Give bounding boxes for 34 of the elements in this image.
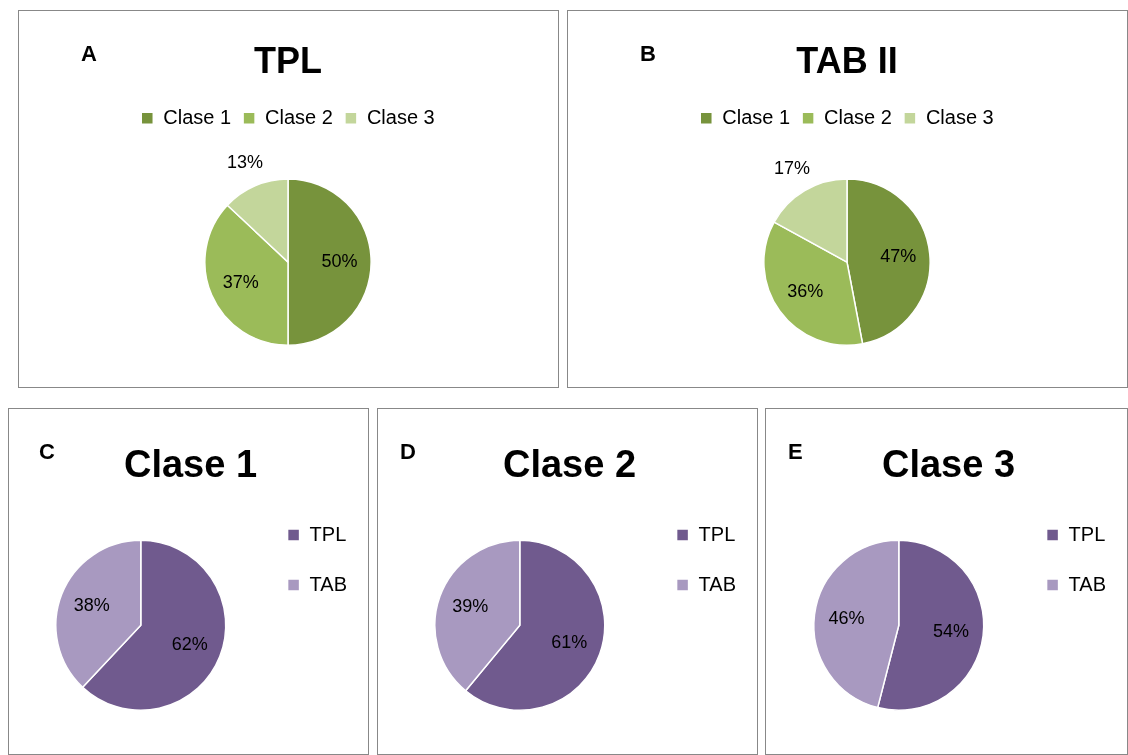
data-label: 50% [321,251,358,272]
chart-title: TAB II [796,39,898,81]
data-label: 39% [452,596,489,617]
data-label: 38% [73,594,110,615]
legend-label: Clase 1 [722,105,791,128]
legend-label: Clase 2 [824,105,892,128]
legend-label: TPL [309,522,347,545]
chart-title: Clase 1 [123,443,258,486]
legend-label: Clase 3 [925,105,994,128]
data-label: 61% [551,632,588,653]
data-label: 17% [773,158,810,179]
legend-label: TPL [698,522,736,545]
legend-label: Clase 1 [163,105,232,128]
text: D [400,439,416,465]
text: A [81,41,97,67]
legend-label: TPL [1068,522,1106,545]
data-label: 13% [227,151,264,172]
data-label: 62% [171,633,208,654]
chart-title: Clase 3 [881,443,1016,486]
text: E [788,439,803,465]
data-label: 47% [880,246,917,267]
data-label: 46% [828,607,865,628]
chart-title: Clase 2 [502,443,637,486]
legend-label: TAB [698,572,737,595]
legend-label: Clase 3 [366,105,435,128]
data-label: 37% [222,271,259,292]
legend-label: TAB [1068,572,1107,595]
data-label: 54% [933,620,970,641]
legend-label: TAB [309,572,348,595]
text: B [640,41,656,67]
data-label: 36% [787,281,824,302]
legend-label: Clase 2 [265,105,333,128]
text: C [39,439,55,465]
chart-title: TPL [254,39,322,81]
